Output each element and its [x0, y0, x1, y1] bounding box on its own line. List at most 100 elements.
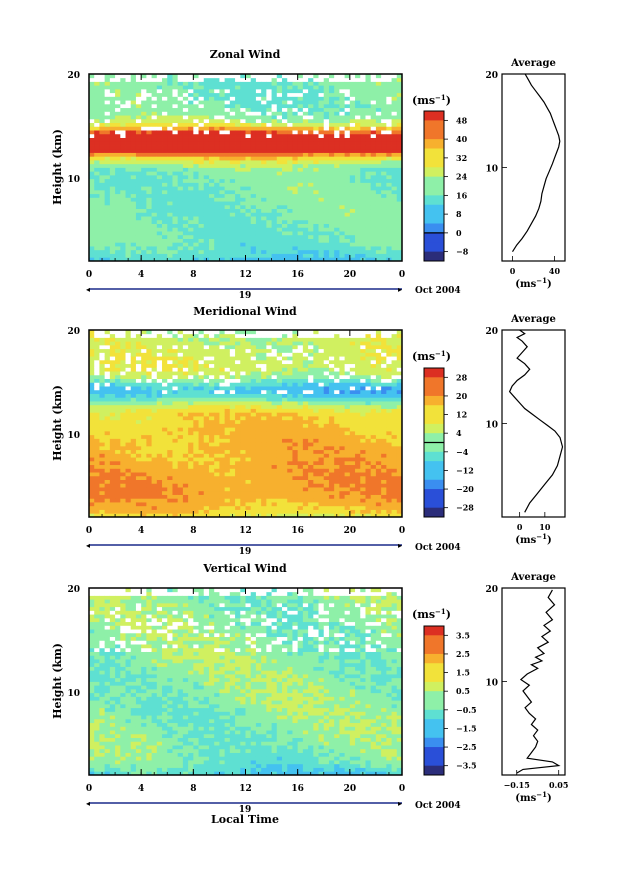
heatmap-cell: [156, 219, 163, 224]
heatmap-cell: [250, 472, 257, 477]
heatmap-cell: [109, 453, 116, 458]
heatmap-cell: [193, 430, 199, 436]
heatmap-cell: [94, 231, 100, 236]
heatmap-cell: [89, 167, 95, 172]
heatmap-cell: [167, 438, 173, 443]
heatmap-cell: [386, 74, 392, 79]
heatmap-cell: [167, 371, 173, 376]
heatmap-cell: [151, 223, 158, 228]
heatmap-cell: [297, 92, 304, 97]
heatmap-cell: [214, 408, 220, 413]
heatmap-cell: [396, 189, 402, 195]
heatmap-cell: [250, 152, 257, 157]
heatmap-cell: [141, 227, 147, 232]
heatmap-cell: [308, 231, 314, 236]
heatmap-cell: [94, 487, 100, 492]
colorbar-segment: [424, 111, 444, 121]
heatmap-cell: [188, 126, 194, 131]
heatmap-cell: [172, 498, 179, 503]
heatmap-cell: [115, 333, 121, 338]
heatmap-cell: [245, 100, 252, 105]
heatmap-cell: [208, 438, 215, 443]
heatmap-cell: [188, 509, 194, 514]
heatmap-cell: [125, 502, 132, 507]
heatmap-cell: [245, 430, 252, 436]
heatmap-cell: [360, 100, 366, 105]
heatmap-cell: [396, 178, 402, 183]
heatmap-cell: [99, 88, 106, 94]
heatmap-cell: [151, 163, 158, 168]
heatmap-cell: [104, 216, 111, 221]
heatmap-cell: [115, 449, 121, 454]
heatmap-cell: [141, 337, 147, 342]
heatmap-cell: [229, 438, 236, 443]
colorbar-segment: [424, 129, 444, 140]
heatmap-cell: [193, 374, 199, 380]
heatmap-cell: [115, 178, 121, 183]
heatmap-cell: [198, 197, 205, 202]
heatmap-cell: [360, 133, 366, 138]
heatmap-cell: [99, 389, 106, 394]
heatmap-cell: [245, 193, 252, 198]
heatmap-cell: [151, 92, 158, 97]
heatmap-cell: [193, 81, 199, 86]
heatmap-cell: [188, 231, 194, 236]
heatmap-cell: [396, 204, 402, 210]
heatmap-cell: [109, 231, 116, 236]
heatmap-cell: [360, 201, 366, 206]
heatmap-cell: [146, 186, 152, 191]
heatmap-cell: [130, 107, 137, 112]
heatmap-cell: [115, 374, 121, 380]
heatmap-cell: [375, 249, 382, 254]
heatmap-cell: [276, 174, 283, 180]
heatmap-cell: [188, 352, 194, 357]
heatmap-cell: [229, 412, 236, 417]
heatmap-cell: [177, 505, 184, 510]
heatmap-cell: [89, 81, 95, 86]
heatmap-cell: [120, 382, 126, 387]
heatmap-cell: [182, 212, 189, 217]
heatmap-cell: [162, 382, 168, 387]
heatmap-cell: [318, 219, 325, 224]
heatmap-cell: [94, 178, 100, 183]
heatmap-cell: [94, 408, 100, 413]
heatmap-cell: [224, 197, 231, 202]
heatmap-cell: [287, 238, 293, 243]
heatmap-cell: [318, 141, 325, 146]
heatmap-cell: [240, 427, 246, 432]
heatmap-cell: [125, 103, 132, 109]
heatmap-cell: [375, 257, 382, 261]
colorbar-segment: [424, 167, 444, 178]
heatmap-cell: [318, 103, 325, 109]
heatmap-cell: [146, 513, 152, 517]
heatmap-cell: [282, 111, 288, 116]
heatmap-cell: [188, 111, 194, 116]
heatmap-cell: [89, 182, 95, 187]
heatmap-cell: [282, 156, 288, 161]
heatmap-cell: [89, 92, 95, 97]
heatmap-cell: [292, 141, 299, 146]
heatmap-cell: [245, 197, 252, 202]
heatmap-cell: [94, 234, 100, 239]
heatmap-cell: [245, 457, 252, 462]
heatmap-cell: [146, 107, 152, 112]
heatmap-cell: [219, 337, 226, 342]
heatmap-cell: [156, 96, 163, 101]
heatmap-cell: [167, 223, 173, 228]
heatmap-cell: [245, 389, 252, 394]
heatmap-cell: [120, 253, 126, 258]
heatmap-cell: [135, 246, 142, 251]
heatmap-cell: [266, 107, 272, 112]
heatmap-cell: [266, 234, 272, 239]
heatmap-cell: [130, 430, 137, 436]
heatmap-cell: [89, 238, 95, 243]
heatmap-cell: [182, 122, 189, 127]
heatmap-cell: [120, 371, 126, 376]
heatmap-cell: [240, 223, 246, 228]
heatmap-cell: [250, 204, 257, 210]
heatmap-cell: [255, 397, 262, 402]
heatmap-cell: [255, 208, 262, 213]
heatmap-cell: [235, 167, 241, 172]
heatmap-cell: [229, 509, 236, 514]
heatmap-cell: [255, 468, 262, 473]
